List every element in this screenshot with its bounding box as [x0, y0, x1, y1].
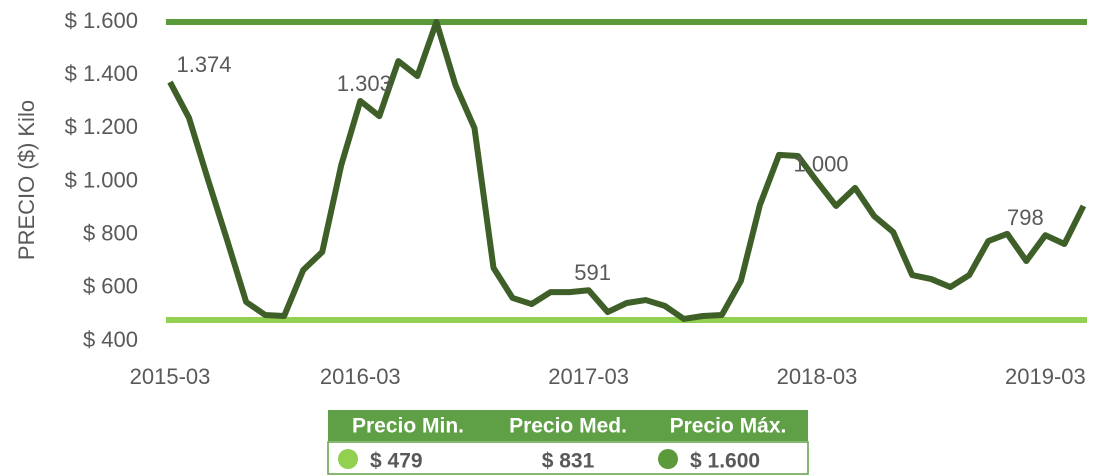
data-label: 1.303 — [337, 71, 392, 96]
y-tick-label: $ 400 — [83, 327, 138, 352]
x-tick-label: 2016-03 — [320, 364, 401, 389]
table-value: $ 831 — [542, 450, 595, 473]
x-tick-label: 2017-03 — [548, 364, 629, 389]
legend-marker — [658, 449, 678, 469]
table-heading: Precio Min. — [352, 415, 464, 438]
table-body — [327, 441, 809, 475]
data-line — [167, 19, 1087, 322]
x-tick-label: 2015-03 — [130, 364, 211, 389]
x-tick-label: 2018-03 — [777, 364, 858, 389]
x-tick-label: 2019-03 — [1005, 364, 1086, 389]
y-tick-label: $ 800 — [83, 220, 138, 245]
table-heading: Precio Med. — [509, 415, 627, 438]
table-value: $ 1.600 — [690, 450, 760, 473]
y-tick-label: $ 1.400 — [65, 61, 138, 86]
y-tick-label: $ 1.000 — [65, 167, 138, 192]
table-value: $ 479 — [370, 450, 423, 473]
data-label: 591 — [574, 260, 611, 285]
table-header — [328, 410, 808, 441]
table-heading: Precio Máx. — [670, 415, 787, 438]
y-tick-label: $ 1.600 — [65, 8, 138, 33]
y-tick-label: $ 1.200 — [65, 114, 138, 139]
data-label: 1.000 — [793, 151, 848, 176]
y-axis-label: PRECIO ($) Kilo — [14, 100, 39, 260]
data-label: 798 — [1007, 205, 1044, 230]
legend-marker — [338, 449, 358, 469]
y-tick-label: $ 600 — [83, 274, 138, 299]
data-label: 1.374 — [176, 52, 231, 77]
